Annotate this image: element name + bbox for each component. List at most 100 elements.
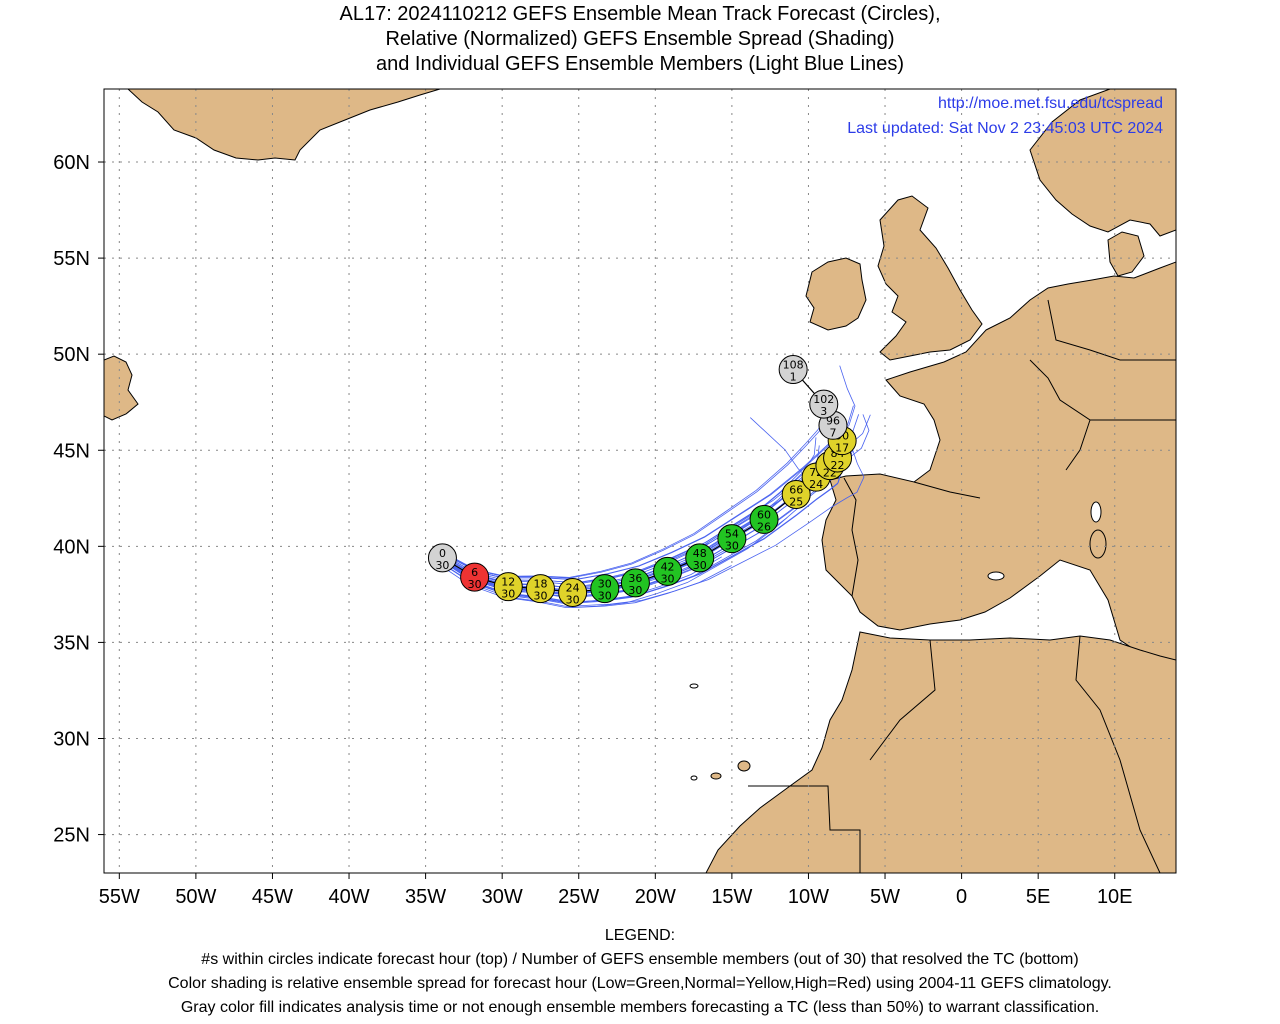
land-layer	[104, 89, 1176, 873]
member-count: 30	[501, 588, 515, 601]
chart-title: AL17: 2024110212 GEFS Ensemble Mean Trac…	[0, 2, 1280, 77]
land-ireland	[805, 257, 867, 331]
member-count: 30	[628, 584, 642, 597]
member-count: 25	[789, 495, 803, 508]
track-point: 030	[427, 543, 457, 573]
member-count: 7	[829, 426, 836, 439]
legend-heading: LEGEND:	[604, 927, 676, 944]
forecast-hour: 96	[826, 414, 840, 427]
track-circle	[427, 543, 457, 573]
border-germany-north	[1047, 299, 1176, 361]
track-circle	[590, 574, 620, 604]
forecast-hour: 102	[813, 393, 834, 406]
credit-url: http://moe.met.fsu.edu/tcspread	[938, 95, 1163, 112]
land-canary-3	[690, 775, 698, 781]
lat-tick-label: 45N	[53, 440, 90, 462]
land-greenland	[127, 89, 441, 161]
track-circle	[781, 479, 811, 509]
country-borders	[748, 299, 1176, 873]
border-spain-france	[913, 481, 981, 499]
legend-line-2: Color shading is relative ensemble sprea…	[168, 975, 1112, 992]
grid-lines	[104, 89, 1176, 873]
member-count: 1	[790, 371, 797, 384]
member-count: 30	[725, 540, 739, 553]
land-scandinavia	[1029, 89, 1176, 237]
member-count: 22	[831, 459, 845, 472]
land-madeira	[689, 683, 699, 689]
land-mallorca	[987, 571, 1005, 581]
lat-tick-label: 40N	[53, 536, 90, 558]
lon-tick-label: 0	[956, 886, 967, 908]
lon-tick-label: 20W	[635, 886, 676, 908]
lat-tick-label: 50N	[53, 344, 90, 366]
member-count: 17	[835, 442, 849, 455]
member-track	[440, 401, 829, 579]
track-circle	[749, 504, 779, 534]
track-circle	[809, 389, 839, 419]
track-circle	[493, 572, 523, 602]
track-circle	[558, 577, 588, 607]
lon-tick-label: 50W	[175, 886, 216, 908]
member-count: 30	[566, 593, 580, 606]
forecast-hour: 24	[566, 581, 580, 594]
land-corsica	[1090, 501, 1102, 523]
land-denmark	[1107, 231, 1145, 277]
lat-tick-label: 30N	[53, 728, 90, 750]
land-great-britain	[877, 195, 983, 361]
forecast-hour: 6	[471, 566, 478, 579]
land-iceland	[104, 355, 139, 421]
member-count: 24	[809, 478, 823, 491]
lon-tick-label: 35W	[405, 886, 446, 908]
lon-tick-label: 10W	[788, 886, 829, 908]
track-circle	[685, 543, 715, 573]
lon-tick-label: 10E	[1097, 886, 1133, 908]
track-circle	[717, 524, 747, 554]
forecast-hour: 60	[757, 508, 771, 521]
member-count: 30	[661, 572, 675, 585]
forecast-hour: 42	[661, 560, 675, 573]
track-point: 630	[460, 562, 490, 592]
land-canary-1	[737, 760, 751, 772]
track-circle	[525, 574, 555, 604]
border-western-sahara	[748, 785, 861, 873]
track-circle	[620, 568, 650, 598]
forecast-hour: 36	[628, 572, 642, 585]
lon-tick-label: 45W	[252, 886, 293, 908]
lon-tick-label: 40W	[328, 886, 369, 908]
member-count: 26	[757, 520, 771, 533]
border-france-germany	[1029, 359, 1091, 471]
member-count: 30	[693, 559, 707, 572]
credit-updated: Last updated: Sat Nov 2 23:45:03 UTC 202…	[847, 120, 1163, 137]
forecast-hour: 30	[598, 578, 612, 591]
member-count: 3	[820, 405, 827, 418]
title-line-3: and Individual GEFS Ensemble Members (Li…	[375, 53, 905, 75]
legend-line-3: Gray color fill indicates analysis time …	[180, 999, 1100, 1016]
member-count: 30	[468, 578, 482, 591]
lon-tick-label: 5E	[1026, 886, 1050, 908]
border-algeria-tunisia	[1075, 635, 1161, 873]
forecast-hour: 108	[783, 359, 804, 372]
plot-frame	[103, 88, 1177, 874]
forecast-hour: 0	[439, 547, 446, 560]
lat-tick-label: 55N	[53, 248, 90, 270]
member-count: 30	[435, 559, 449, 572]
lon-tick-label: 55W	[99, 886, 140, 908]
track-circle	[460, 562, 490, 592]
lat-tick-label: 25N	[53, 825, 90, 847]
forecast-hour: 48	[693, 547, 707, 560]
forecast-hour: 12	[501, 576, 515, 589]
lon-tick-label: 5W	[870, 886, 900, 908]
